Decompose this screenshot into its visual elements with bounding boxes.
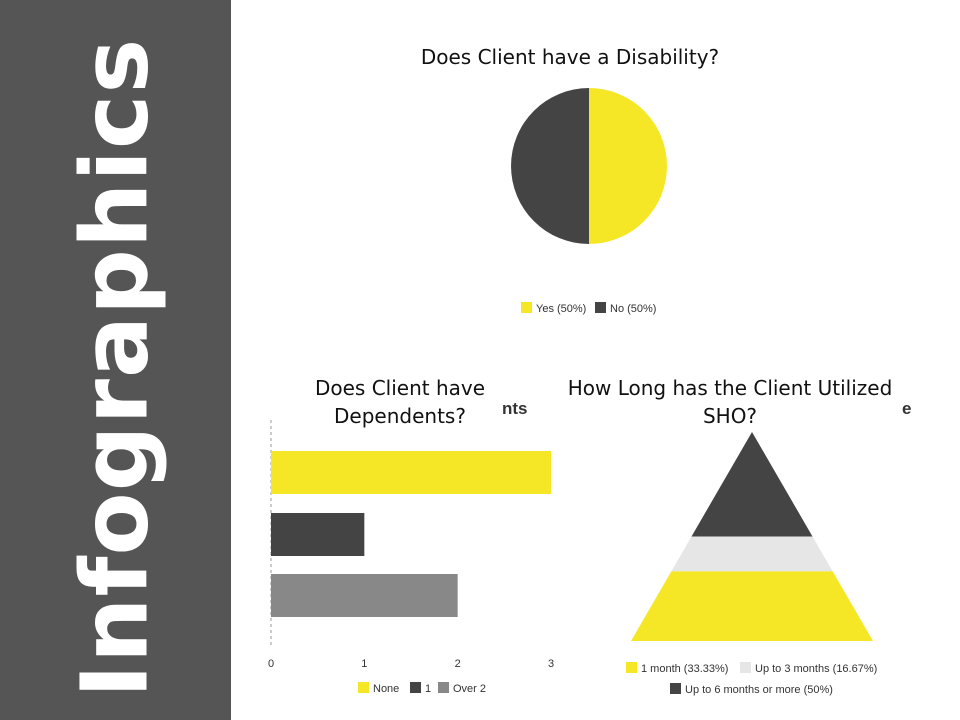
disability-pie-legend: Yes (50%) No (50%)	[521, 302, 656, 315]
disability-chart-title: Does Client have a Disability?	[420, 45, 720, 69]
dependents-bar-chart: 0 1 2 3	[268, 420, 554, 670]
bar-1	[271, 513, 365, 556]
legend-label-up-to-6-months-or-more-50: Up to 6 months or more (50%)	[685, 684, 833, 696]
sidebar-panel: Infographics	[0, 0, 231, 720]
legend-label-no-50: No (50%)	[610, 303, 656, 315]
duration-pyramid-chart	[631, 432, 873, 641]
pyramid-segment-up-to-3-months-16-67	[671, 536, 833, 572]
pyramid-segment-1-month-33-33	[631, 571, 873, 641]
disability-pie-chart	[511, 88, 667, 244]
legend-swatch-yes-50	[521, 302, 532, 313]
legend-label-1-month-33-33: 1 month (33.33%)	[641, 663, 728, 675]
legend-label-yes-50: Yes (50%)	[536, 303, 586, 315]
x-tick-label-3: 3	[548, 658, 554, 670]
pie-slice-yes-50	[589, 88, 667, 244]
legend-swatch-over-2	[438, 682, 449, 693]
legend-swatch-up-to-6-months-or-more-50	[670, 683, 681, 694]
bar-none	[271, 451, 551, 494]
duration-pyramid-legend: 1 month (33.33%) Up to 3 months (16.67%) U…	[626, 662, 877, 696]
legend-swatch-1	[410, 682, 421, 693]
legend-label-over-2: Over 2	[453, 683, 486, 695]
bar-over-2	[271, 574, 458, 617]
x-tick-label-1: 1	[361, 658, 367, 670]
legend-swatch-up-to-3-months-16-67	[740, 662, 751, 673]
dependents-bar-legend: None 1 Over 2	[358, 682, 486, 695]
pie-slice-no-50	[511, 88, 589, 244]
x-tick-label-0: 0	[268, 658, 274, 670]
duration-chart-title: How Long has the Client Utilized SHO?	[567, 376, 893, 428]
legend-label-up-to-3-months-16-67: Up to 3 months (16.67%)	[755, 663, 877, 675]
legend-swatch-1-month-33-33	[626, 662, 637, 673]
legend-swatch-none	[358, 682, 369, 693]
legend-swatch-no-50	[595, 302, 606, 313]
pyramid-segment-up-to-6-months-or-more-50	[691, 432, 813, 537]
dependents-underlying-title-fragment: nts	[502, 399, 528, 418]
legend-label-1: 1	[425, 683, 431, 695]
dependents-chart-title: Does Client have Dependents?	[314, 376, 486, 428]
legend-label-none: None	[373, 683, 399, 695]
duration-underlying-title-fragment: e	[902, 399, 912, 418]
x-tick-label-2: 2	[455, 658, 461, 670]
